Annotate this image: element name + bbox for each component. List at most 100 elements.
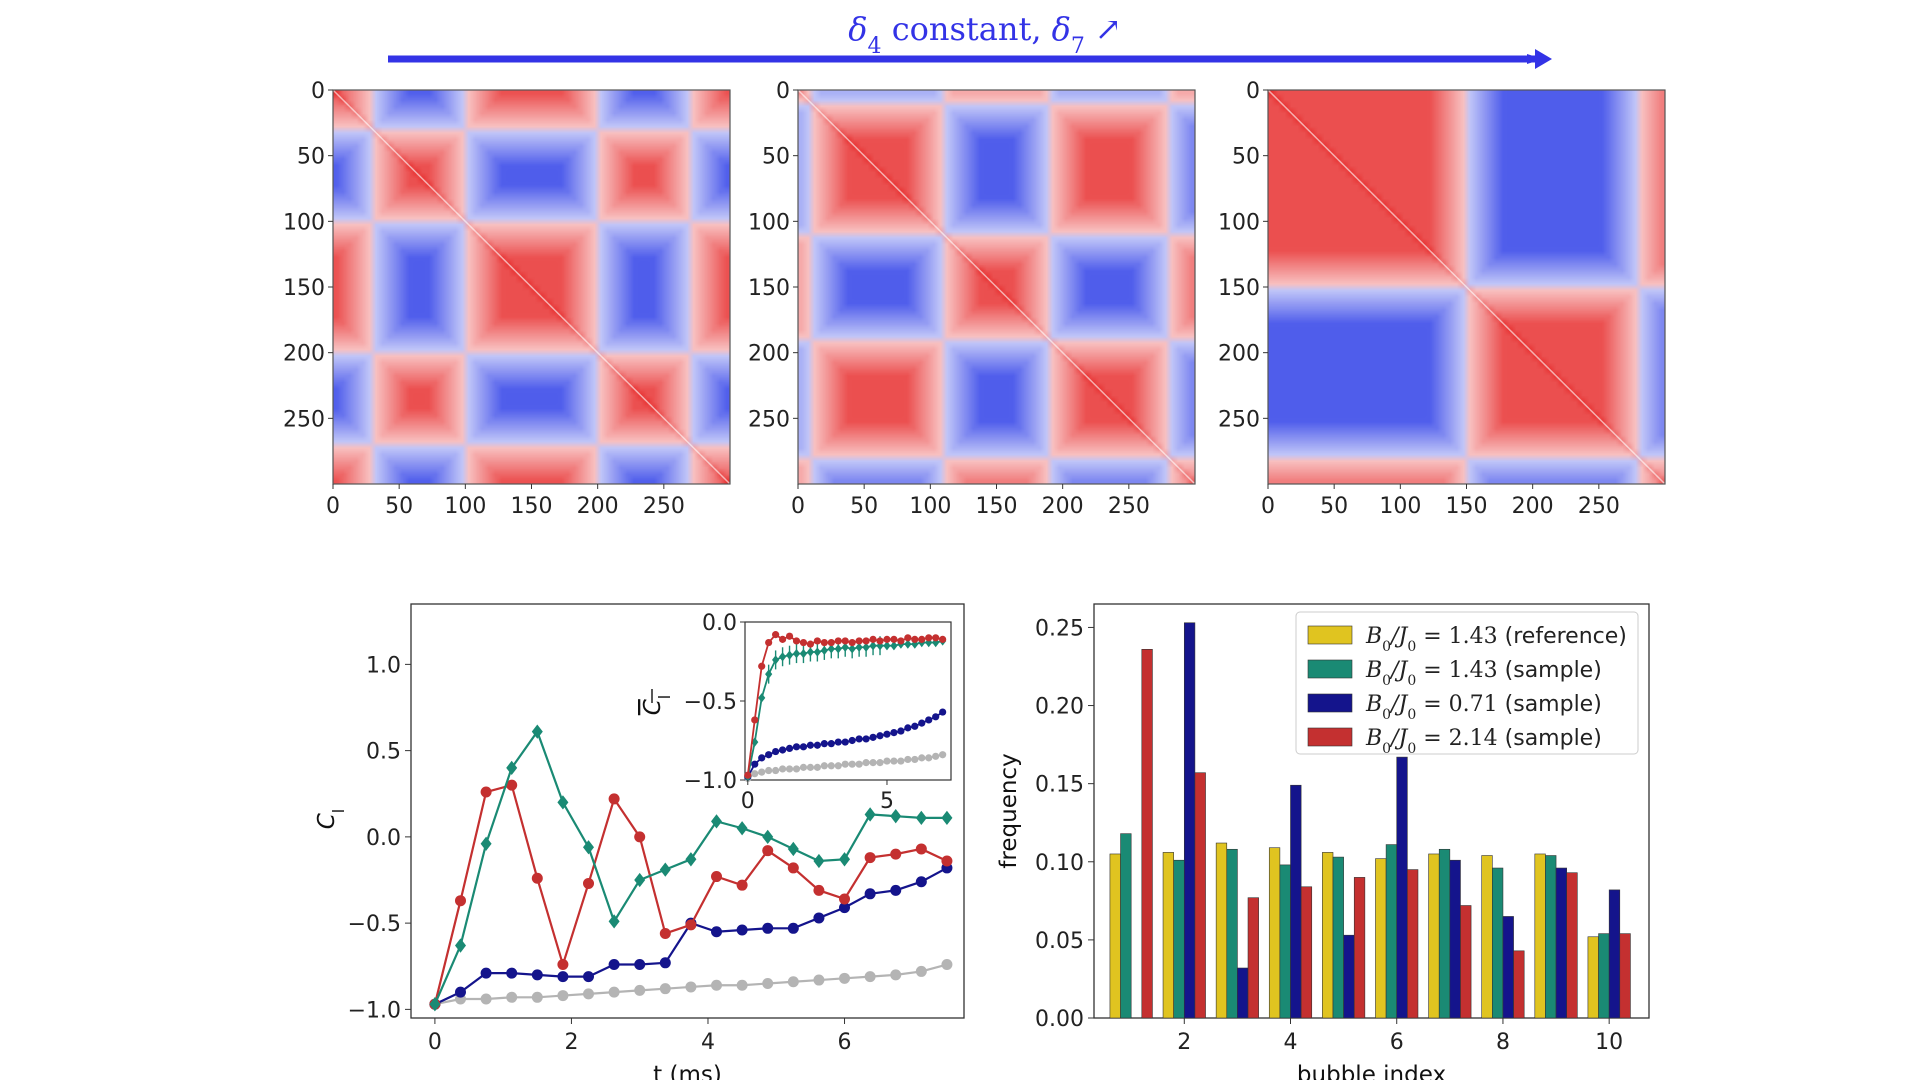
data-point	[806, 647, 815, 657]
y-tick-label: 100	[1218, 210, 1260, 235]
x-tick-label: 10	[1595, 1030, 1623, 1055]
data-point	[932, 634, 940, 642]
data-point	[848, 644, 856, 654]
data-point	[758, 662, 766, 670]
data-point	[531, 969, 543, 981]
data-point	[897, 637, 905, 645]
title-sub7: 7	[1071, 34, 1085, 59]
bar	[1396, 756, 1408, 1019]
data-point	[659, 862, 671, 877]
y-axis-label: Cl	[314, 809, 348, 830]
inset-x-tick-label: 5	[880, 789, 894, 814]
legend: B0/J0 = 1.43 (reference)B0/J0 = 1.43 (sa…	[1295, 611, 1639, 757]
data-point	[736, 821, 748, 836]
y-tick-label: 200	[1218, 342, 1260, 367]
data-point	[904, 755, 912, 764]
data-point	[772, 747, 780, 756]
legend-frame	[1295, 611, 1639, 755]
data-point	[813, 637, 821, 645]
y-tick-label: −0.5	[348, 912, 401, 937]
data-point	[744, 771, 752, 779]
data-point	[904, 724, 912, 732]
heatmap-panel-1: 0 50 100 150 200 250 0 50 100 150 200 250	[283, 79, 731, 519]
y-tick-label: 200	[748, 342, 790, 367]
data-point	[915, 876, 927, 888]
bar	[1534, 853, 1546, 1019]
data-point	[806, 763, 815, 771]
data-point	[834, 762, 842, 770]
y-tick-label: 0.05	[1035, 929, 1084, 954]
inset-y-tick-label: −1.0	[684, 769, 737, 794]
data-point	[939, 751, 947, 759]
bar	[1300, 886, 1313, 1019]
title-arrow: ↗	[1095, 10, 1122, 48]
x-tick-label: 6	[1390, 1030, 1404, 1055]
data-point	[685, 852, 697, 867]
y-tick-label: 0.0	[366, 826, 401, 851]
data-point	[932, 752, 940, 760]
data-point	[736, 979, 748, 991]
data-point	[827, 762, 835, 770]
data-point	[925, 637, 933, 648]
data-point	[634, 984, 646, 996]
data-point	[813, 853, 825, 869]
data-point	[583, 840, 595, 855]
x-tick-label: 2	[564, 1030, 578, 1055]
data-point	[834, 637, 842, 645]
data-point	[792, 765, 801, 773]
data-point	[890, 635, 898, 643]
bar	[1598, 933, 1610, 1019]
data-point	[827, 644, 835, 654]
bar	[1290, 784, 1302, 1019]
data-point	[787, 862, 799, 874]
data-point	[813, 763, 821, 771]
bar	[1268, 847, 1281, 1019]
data-point	[557, 990, 569, 1002]
bar	[1120, 833, 1132, 1019]
legend-entry: B0/J0 = 1.43 (sample)	[1365, 658, 1602, 689]
data-point	[911, 722, 919, 730]
data-point	[711, 926, 723, 938]
bar	[1566, 872, 1578, 1019]
data-point	[787, 976, 799, 988]
x-tick-label: 0	[1261, 494, 1275, 519]
legend-swatch	[1307, 659, 1353, 679]
data-point	[787, 841, 799, 857]
data-point	[890, 848, 902, 860]
x-tick-label: 4	[1284, 1030, 1298, 1055]
heatmap-panel-3: 0 50 100 150 200 250 0 50 100 150 200 250	[1218, 79, 1666, 519]
heatmap-panel-2: 0 50 100 150 200 250 0 50 100 150 200 250	[748, 79, 1196, 519]
heatmap-diagonal	[1267, 89, 1666, 485]
header-title: δ4 constant, δ7 ↗	[848, 10, 1121, 59]
x-tick-label: 50	[1320, 494, 1348, 519]
data-point	[890, 757, 898, 765]
data-point	[890, 969, 902, 981]
data-point	[925, 716, 933, 724]
data-point	[918, 635, 926, 643]
data-point	[932, 637, 940, 648]
data-point	[911, 635, 919, 643]
bar	[1353, 877, 1366, 1019]
data-point	[608, 793, 620, 805]
y-tick-label: −1.0	[348, 998, 401, 1023]
y-tick-label: 0.10	[1035, 851, 1084, 876]
data-point	[855, 637, 863, 645]
data-point	[883, 635, 891, 643]
title-delta7: δ	[1052, 10, 1071, 48]
y-tick-label: 150	[748, 276, 790, 301]
data-point	[711, 814, 723, 829]
data-point	[506, 991, 518, 1003]
x-tick-label: 0	[428, 1030, 442, 1055]
x-tick-label: 100	[1379, 494, 1421, 519]
data-point	[820, 762, 828, 770]
bar	[1492, 867, 1504, 1019]
y-tick-label: 50	[1232, 145, 1260, 170]
data-point	[862, 735, 870, 743]
legend-entry: B0/J0 = 2.14 (sample)	[1365, 726, 1602, 757]
data-point	[634, 872, 646, 888]
data-point	[813, 884, 825, 896]
x-tick-label: 250	[643, 494, 685, 519]
y-tick-label: 0	[1246, 79, 1260, 104]
data-point	[778, 635, 787, 643]
